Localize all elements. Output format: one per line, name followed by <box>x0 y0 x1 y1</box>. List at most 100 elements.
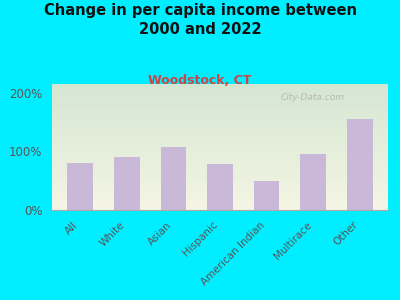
Bar <box>52 164 388 165</box>
Bar <box>52 145 388 146</box>
Bar <box>52 99 388 100</box>
Bar <box>52 126 388 127</box>
Bar <box>52 137 388 138</box>
Bar <box>52 142 388 143</box>
Bar <box>52 100 388 102</box>
Bar <box>52 185 388 186</box>
Bar <box>52 172 388 173</box>
Bar <box>52 143 388 145</box>
Bar <box>52 94 388 95</box>
Bar <box>52 97 388 98</box>
Bar <box>52 151 388 152</box>
Bar <box>52 157 388 158</box>
Bar <box>160 147 186 210</box>
Bar <box>114 157 140 210</box>
Bar <box>52 90 388 92</box>
Text: Woodstock, CT: Woodstock, CT <box>148 74 252 86</box>
Bar <box>52 204 388 205</box>
Bar <box>52 181 388 182</box>
Bar <box>52 160 388 161</box>
Bar <box>52 98 388 99</box>
Bar <box>52 154 388 156</box>
Bar <box>52 107 388 108</box>
Bar <box>52 89 388 90</box>
Bar <box>52 206 388 208</box>
Bar <box>52 209 388 210</box>
Bar <box>52 104 388 105</box>
Bar <box>52 147 388 148</box>
Bar <box>52 152 388 153</box>
Bar <box>52 178 388 180</box>
Bar <box>52 175 388 176</box>
Bar <box>52 133 388 134</box>
Bar <box>52 140 388 141</box>
Bar <box>52 177 388 178</box>
Bar <box>52 130 388 132</box>
Bar <box>52 116 388 117</box>
Bar <box>52 118 388 119</box>
Bar <box>52 189 388 190</box>
Bar <box>52 171 388 172</box>
Bar <box>52 156 388 157</box>
Bar <box>52 84 388 85</box>
Bar <box>347 119 373 210</box>
Bar <box>52 176 388 177</box>
Bar <box>52 124 388 126</box>
Bar <box>52 161 388 162</box>
Bar <box>52 194 388 195</box>
Bar <box>52 110 388 112</box>
Bar <box>52 108 388 109</box>
Text: City-Data.com: City-Data.com <box>280 93 344 102</box>
Bar <box>52 180 388 181</box>
Bar <box>52 182 388 184</box>
Bar <box>52 149 388 151</box>
Bar <box>52 199 388 200</box>
Bar <box>52 146 388 147</box>
Bar <box>52 127 388 128</box>
Bar <box>52 86 388 88</box>
Bar <box>52 136 388 137</box>
Bar <box>52 123 388 124</box>
Bar <box>52 197 388 199</box>
Bar <box>52 112 388 113</box>
Bar <box>52 166 388 167</box>
Bar <box>52 208 388 209</box>
Bar <box>52 103 388 104</box>
Bar <box>52 129 388 130</box>
Bar <box>52 134 388 136</box>
Bar <box>52 170 388 171</box>
Bar <box>52 92 388 93</box>
Bar <box>52 148 388 149</box>
Bar <box>67 163 93 210</box>
Bar <box>254 181 280 210</box>
Bar <box>52 167 388 168</box>
Bar <box>52 200 388 201</box>
Bar <box>52 128 388 129</box>
Bar <box>52 190 388 191</box>
Bar <box>52 165 388 166</box>
Bar <box>52 122 388 123</box>
Bar <box>52 168 388 170</box>
Bar <box>52 109 388 110</box>
Bar <box>300 154 326 210</box>
Bar <box>207 164 233 210</box>
Bar <box>52 205 388 206</box>
Bar <box>52 173 388 175</box>
Bar <box>52 132 388 133</box>
Bar <box>52 202 388 204</box>
Bar <box>52 88 388 89</box>
Text: Change in per capita income between
2000 and 2022: Change in per capita income between 2000… <box>44 3 356 37</box>
Bar <box>52 196 388 197</box>
Bar <box>52 201 388 202</box>
Bar <box>52 93 388 94</box>
Bar <box>52 102 388 103</box>
Bar <box>52 117 388 118</box>
Bar <box>52 105 388 107</box>
Bar <box>52 186 388 187</box>
Bar <box>52 187 388 189</box>
Bar <box>52 121 388 122</box>
Bar <box>52 95 388 97</box>
Bar <box>52 192 388 194</box>
Bar <box>52 195 388 196</box>
Bar <box>52 191 388 192</box>
